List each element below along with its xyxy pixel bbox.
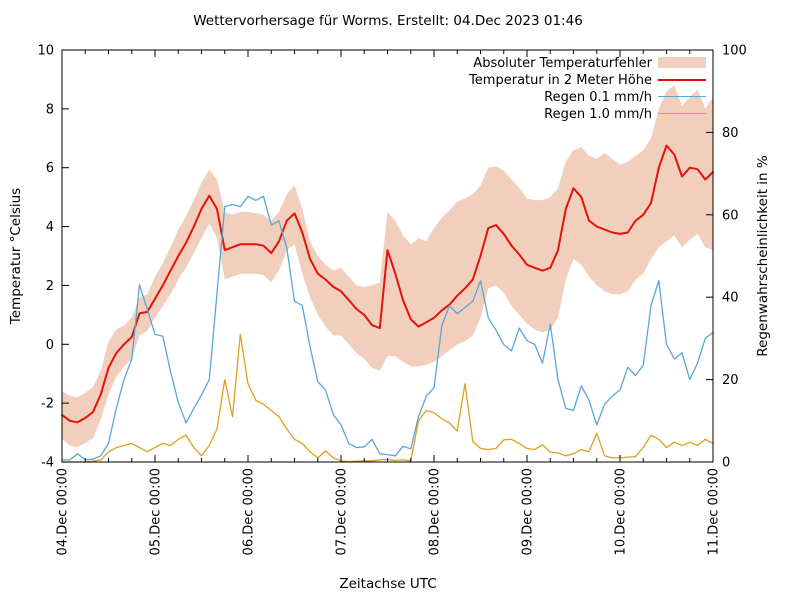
y-axis-left-label: Temperatur °Celsius	[8, 187, 24, 325]
svg-text:-2: -2	[41, 397, 54, 412]
svg-text:05.Dec 00:00: 05.Dec 00:00	[149, 468, 164, 555]
svg-text:04.Dec 00:00: 04.Dec 00:00	[56, 468, 71, 555]
svg-text:08.Dec 00:00: 08.Dec 00:00	[428, 468, 443, 555]
svg-text:2: 2	[46, 279, 54, 294]
legend-line-rain-10	[658, 113, 706, 114]
chart-title: Wettervorhersage für Worms. Erstellt: 04…	[193, 13, 583, 29]
svg-text:0: 0	[46, 338, 54, 353]
y-axis-right-label: Regenwahrscheinlichkeit in %	[755, 155, 771, 357]
svg-text:10.Dec 00:00: 10.Dec 00:00	[614, 468, 629, 555]
svg-text:-4: -4	[41, 456, 54, 471]
svg-text:80: 80	[722, 126, 739, 141]
svg-text:60: 60	[722, 208, 739, 223]
svg-text:11.Dec 00:00: 11.Dec 00:00	[707, 468, 722, 555]
x-axis-label: Zeitachse UTC	[339, 576, 437, 592]
svg-text:40: 40	[722, 291, 739, 306]
legend-line-temperature	[658, 79, 706, 81]
svg-text:20: 20	[722, 373, 739, 388]
svg-text:0: 0	[722, 456, 730, 471]
svg-text:4: 4	[46, 220, 54, 235]
svg-text:09.Dec 00:00: 09.Dec 00:00	[521, 468, 536, 555]
legend-label-error-band: Absoluter Temperaturfehler	[473, 56, 652, 71]
svg-text:6: 6	[46, 161, 54, 176]
svg-text:10: 10	[37, 44, 54, 59]
svg-text:100: 100	[722, 44, 747, 59]
svg-text:06.Dec 00:00: 06.Dec 00:00	[242, 468, 257, 555]
legend-line-rain-01	[658, 96, 706, 97]
legend-swatch-error-band	[658, 57, 706, 68]
legend-label-rain-10: Regen 1.0 mm/h	[544, 107, 652, 122]
svg-text:8: 8	[46, 102, 54, 117]
svg-text:07.Dec 00:00: 07.Dec 00:00	[335, 468, 350, 555]
legend-label-temperature: Temperatur in 2 Meter Höhe	[469, 73, 652, 88]
legend-label-rain-01: Regen 0.1 mm/h	[544, 90, 652, 105]
